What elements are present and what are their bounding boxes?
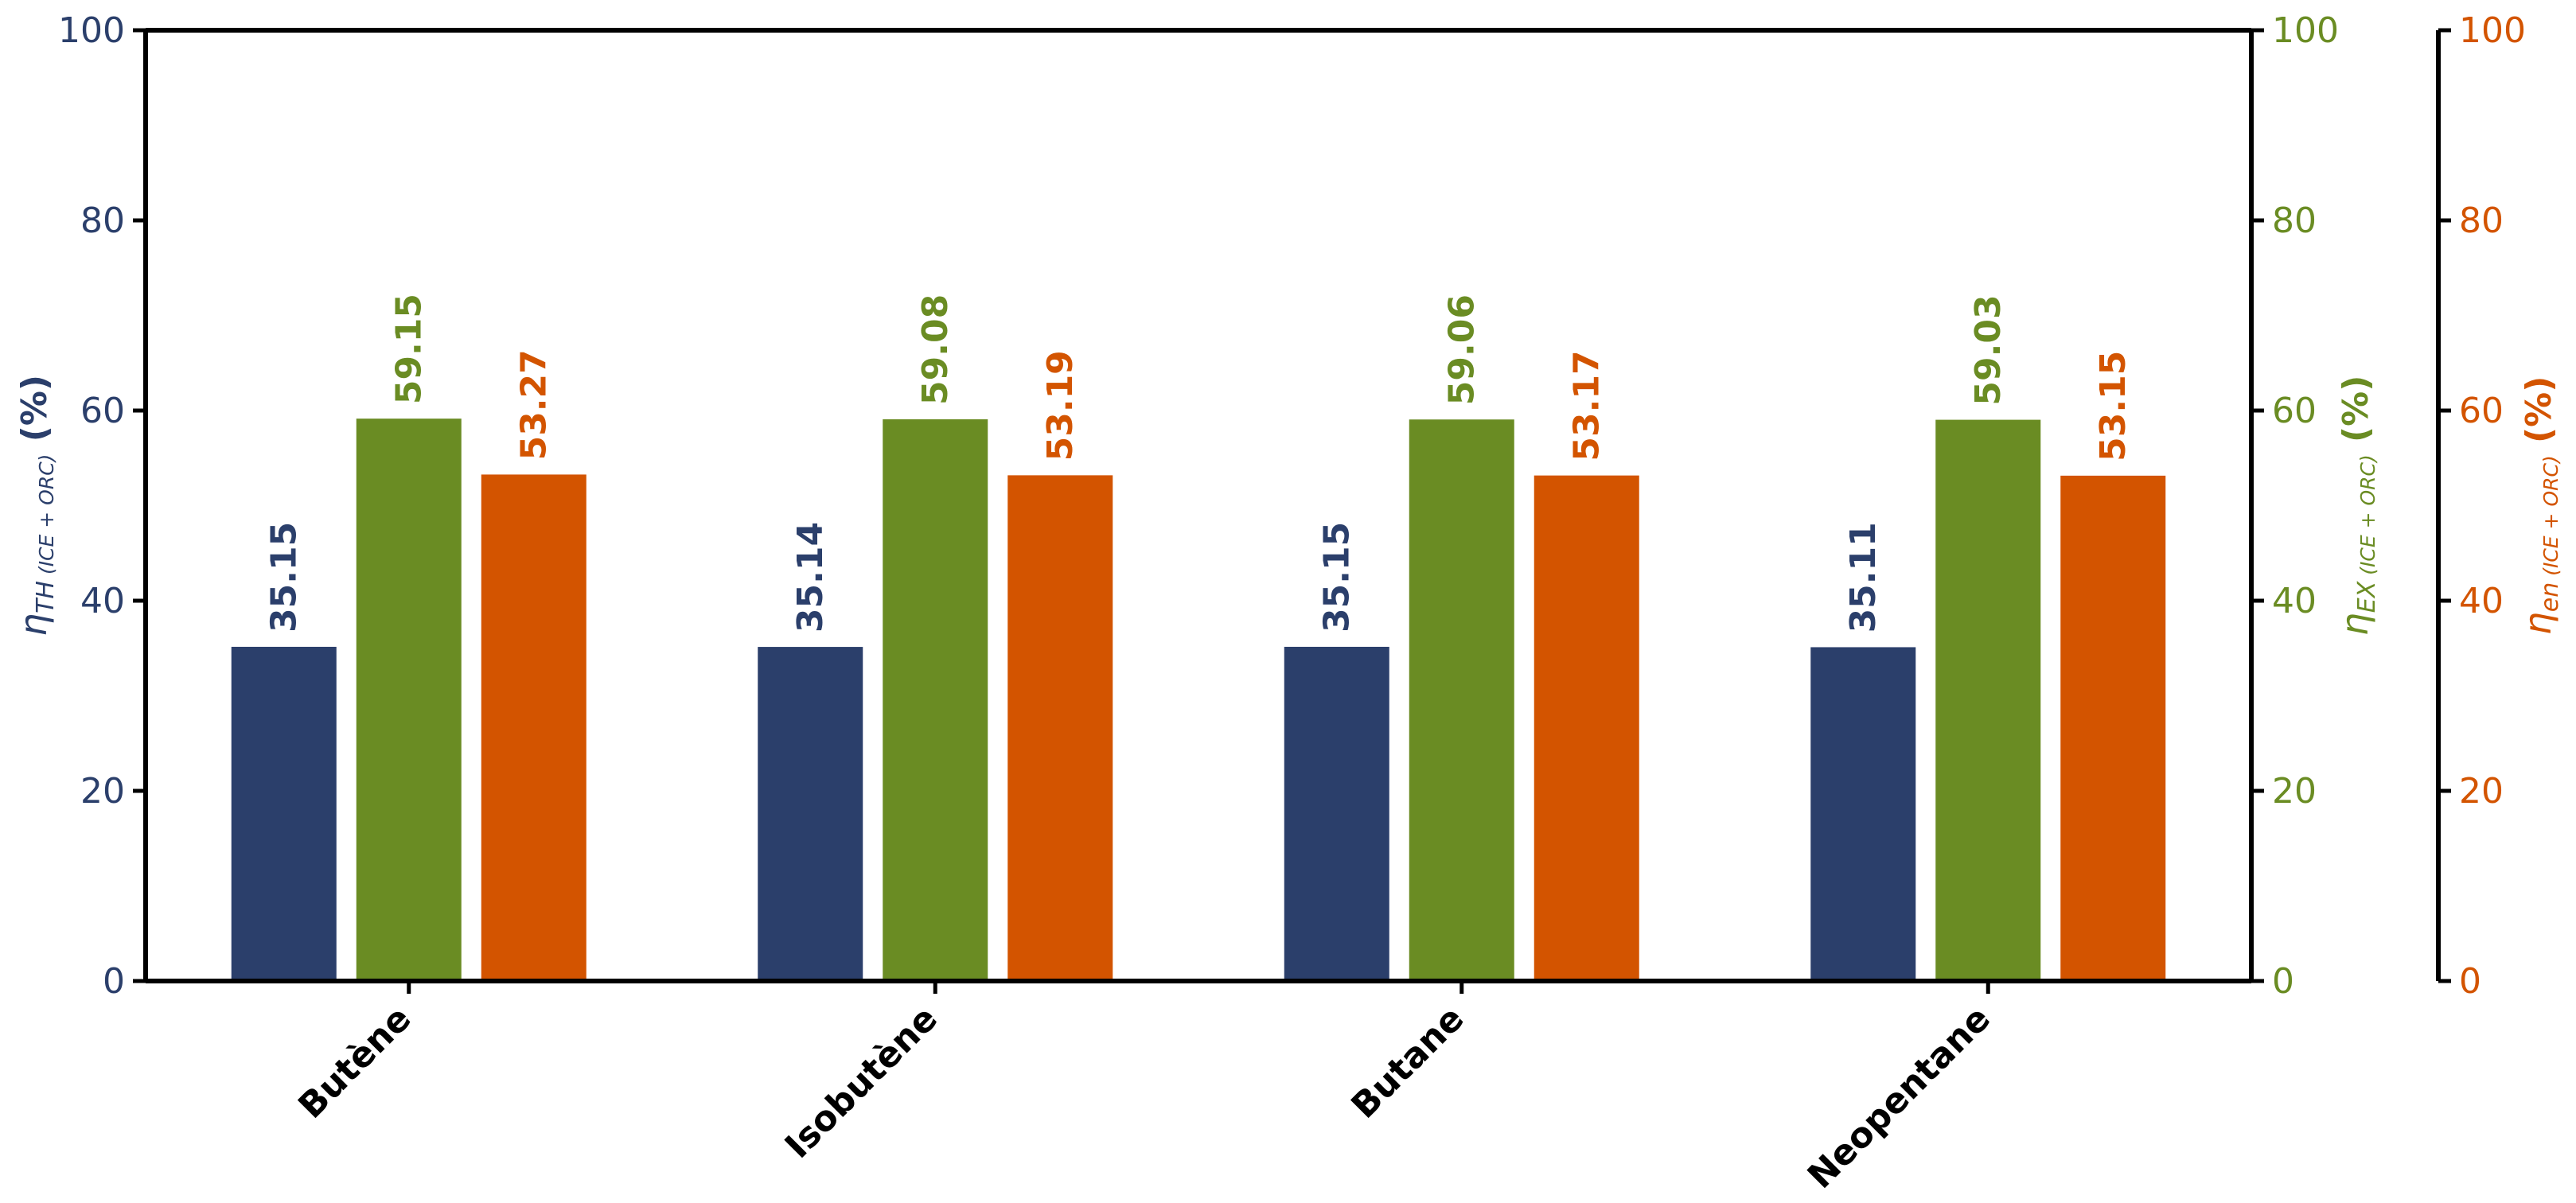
data-label: 59.08 xyxy=(915,294,956,405)
bar-butène-left xyxy=(231,646,337,981)
bar-butène-right2 xyxy=(481,474,587,981)
y-tick-label-right2: 40 xyxy=(2459,581,2504,621)
y-tick-label-right2: 0 xyxy=(2459,961,2481,1002)
y-tick-label-right1: 20 xyxy=(2272,771,2317,812)
y-axis-title-right2: ηen (ICE + ORC) (%) xyxy=(2516,376,2564,636)
y-tick-label-left: 80 xyxy=(80,200,125,241)
bar-neopentane-left xyxy=(1810,647,1916,981)
data-label: 35.14 xyxy=(790,522,831,633)
category-label: Isobutène xyxy=(777,999,945,1166)
y-tick-label-left: 60 xyxy=(80,391,125,431)
bar-neopentane-right2 xyxy=(2060,475,2166,981)
y-tick-label-right2: 80 xyxy=(2459,200,2504,241)
bar-isobutène-left xyxy=(758,647,863,981)
bar-isobutène-right1 xyxy=(883,419,988,981)
data-label: 53.19 xyxy=(1040,350,1081,461)
y-axis-title-left: ηTH (ICE + ORC) (%) xyxy=(12,375,60,637)
data-label: 35.15 xyxy=(1317,522,1358,633)
y-tick-label-right2: 100 xyxy=(2459,10,2526,51)
category-label: Butane xyxy=(1343,999,1471,1127)
axis-titles-group: ηTH (ICE + ORC) (%) ηEX (ICE + ORC) (%) ηe… xyxy=(12,375,2564,637)
data-labels-group: 35.15 59.15 53.27 35.14 59.08 53.19 35.15 59.06… xyxy=(264,294,2134,633)
data-label: 35.11 xyxy=(1843,522,1884,633)
ticks-group: 0 20 40 60 80 100 0 20 40 60 80 100 0 20 40 60 80 100 xyxy=(58,10,2526,1002)
bars-group xyxy=(231,419,2166,981)
data-label: 53.15 xyxy=(2093,351,2134,461)
y-tick-label-right1: 40 xyxy=(2272,581,2317,621)
bar-butane-left xyxy=(1284,646,1389,981)
category-labels-group: Butène Isobutène Butane Neopentane xyxy=(290,999,1998,1197)
bar-butane-right1 xyxy=(1409,419,1514,981)
data-label: 59.06 xyxy=(1442,294,1483,405)
y-tick-label-left: 20 xyxy=(80,771,125,812)
category-label: Neopentane xyxy=(1800,999,1998,1197)
bar-butène-right1 xyxy=(356,419,462,981)
data-label: 59.15 xyxy=(389,294,430,404)
y-tick-label-left: 100 xyxy=(58,10,125,51)
y-tick-label-right1: 60 xyxy=(2272,391,2317,431)
bar-butane-right2 xyxy=(1534,475,1639,981)
y-tick-label-left: 40 xyxy=(80,581,125,621)
y-tick-label-right2: 60 xyxy=(2459,391,2504,431)
axes-group xyxy=(143,28,2441,983)
y-tick-label-right1: 0 xyxy=(2272,961,2294,1002)
y-tick-label-right2: 20 xyxy=(2459,771,2504,812)
y-axis-title-right1: ηEX (ICE + ORC) (%) xyxy=(2333,376,2381,637)
y-tick-label-left: 0 xyxy=(103,961,125,1002)
data-label: 53.17 xyxy=(1567,350,1608,461)
y-tick-label-right1: 80 xyxy=(2272,200,2317,241)
bar-neopentane-right1 xyxy=(1935,419,2041,981)
data-label: 59.03 xyxy=(1968,294,2009,405)
data-label: 53.27 xyxy=(514,349,555,460)
data-label: 35.15 xyxy=(264,522,305,633)
y-tick-label-right1: 100 xyxy=(2272,10,2339,51)
bar-isobutène-right2 xyxy=(1007,475,1113,981)
category-label: Butène xyxy=(290,999,419,1127)
